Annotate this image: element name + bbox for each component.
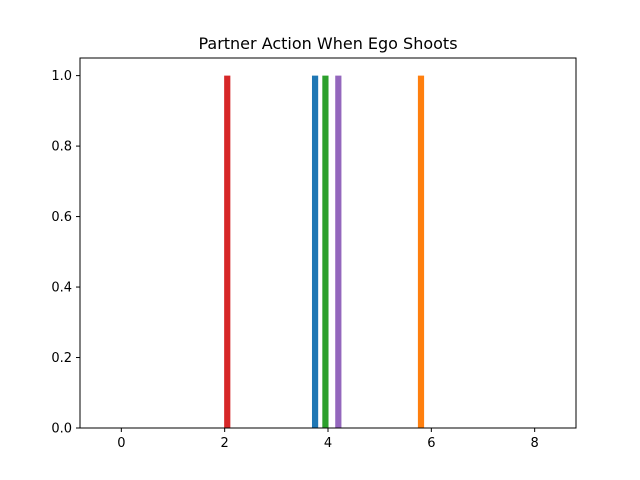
chart-title: Partner Action When Ego Shoots <box>198 34 457 53</box>
bars-group <box>224 75 425 429</box>
y-axis-ticks: 0.0 0.2 0.4 0.6 0.8 1.0 <box>51 69 80 437</box>
bar-3 <box>322 75 329 429</box>
plot-frame <box>79 57 577 429</box>
y-tick-label: 0.4 <box>51 281 72 296</box>
y-tick-label: 0.0 <box>51 422 72 437</box>
bar-2 <box>417 75 425 429</box>
bar-5 <box>335 75 342 429</box>
x-tick-label: 6 <box>427 436 435 451</box>
y-tick-label: 1.0 <box>51 69 72 84</box>
x-tick-label: 4 <box>324 436 332 451</box>
bar-4 <box>224 75 231 429</box>
x-tick-label: 0 <box>117 436 125 451</box>
bar-1 <box>311 75 319 429</box>
x-tick-label: 2 <box>221 436 229 451</box>
x-tick-label: 8 <box>531 436 539 451</box>
y-tick-label: 0.2 <box>51 351 72 366</box>
x-axis-ticks: 0 2 4 6 8 <box>117 428 539 451</box>
y-tick-label: 0.6 <box>51 210 72 225</box>
y-tick-label: 0.8 <box>51 140 72 155</box>
